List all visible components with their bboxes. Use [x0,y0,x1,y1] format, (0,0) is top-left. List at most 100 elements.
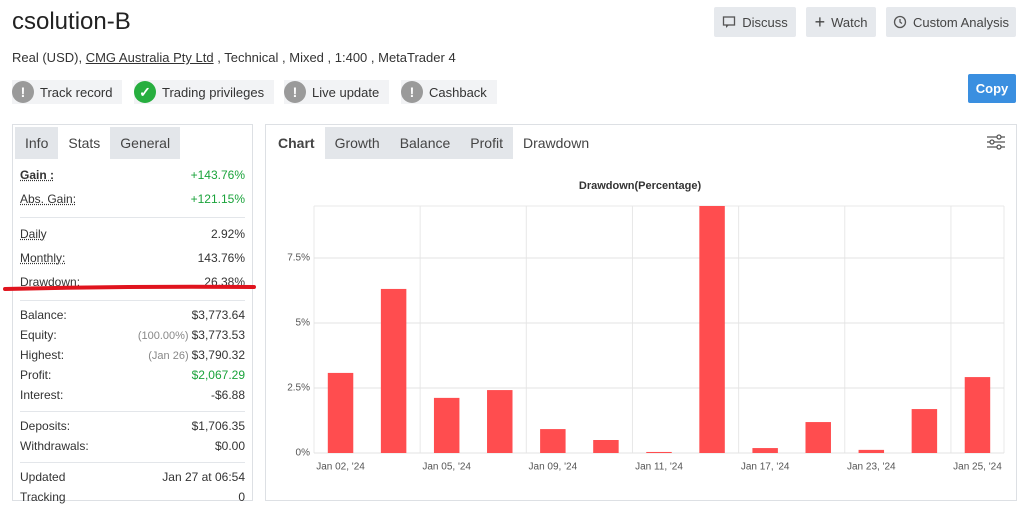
status-icon: ! [284,81,306,103]
stat-value: $0.00 [215,439,245,453]
account-title: csolution-B [12,8,131,35]
stats-group: Updated Jan 27 at 06:54 Tracking 0 [20,463,245,513]
stats-row: Updated Jan 27 at 06:54 [20,467,245,487]
stats-row: Abs. Gain: +121.15% [20,187,245,211]
x-tick-label: Jan 11, '24 [635,462,683,473]
stats-group: Balance: $3,773.64 Equity: (100.00%) $3,773.… [20,301,245,412]
icon: + [814,11,826,32]
custom-analysis-button[interactable]: Custom Analysis [886,7,1016,37]
stat-label: Highest: [20,348,65,362]
label: Discuss [742,14,788,30]
x-tick-label: Jan 02, '24 [316,462,365,473]
stats-row: Deposits: $1,706.35 [20,416,245,436]
stats-group: Deposits: $1,706.35 Withdrawals: $0.00 [20,412,245,463]
stat-value-text: +121.15% [190,192,245,206]
stat-label: Withdrawals: [20,439,89,453]
tab[interactable]: Profit [460,127,513,159]
info-text: Real (USD), [12,50,83,65]
stat-value: 2.92% [211,227,245,241]
stat-value: $2,067.29 [192,368,245,382]
status-icon: ✓ [134,81,156,103]
stat-note: (Jan 26) [148,350,189,362]
account-info: Real (USD), CMG Australia Pty Ltd , Tech… [12,50,456,65]
stat-value-text: 26.38% [204,275,245,289]
y-tick-label: 5% [296,318,311,329]
settings-icon[interactable] [986,133,1006,151]
y-tick-label: 2.5% [287,383,310,394]
bar [593,440,619,453]
label: Watch [831,14,868,30]
stat-value-text: $2,067.29 [191,368,245,382]
stat-value: -$6.88 [211,388,245,402]
stat-value-text: 0 [238,490,245,504]
badge: ! Cashback [401,80,497,104]
label: Custom Analysis [912,14,1010,30]
badge: ! Live update [284,80,390,104]
stat-label: Deposits: [20,419,71,433]
stat-value: 26.38% [204,275,245,289]
tab[interactable]: Drawdown [512,127,600,159]
stat-label: Equity: [20,328,57,342]
stat-value-text: $0.00 [214,439,245,453]
stats-row: Withdrawals: $0.00 [20,436,245,456]
status-icon: ! [12,81,34,103]
badge: ✓ Trading privileges [134,80,275,104]
tab[interactable]: Growth [324,127,390,159]
stats-row: Equity: (100.00%) $3,773.53 [20,325,245,345]
stat-label: Daily [20,227,47,241]
stats-row: Drawdown: 26.38% [20,270,245,294]
icon [893,15,907,29]
badge-label: Trading privileges [162,84,265,100]
stat-value-text: $3,773.53 [191,328,245,342]
status-icon: ! [401,81,423,103]
stats-row: Balance: $3,773.64 [20,305,245,325]
icon [723,16,736,28]
stat-value-text: 143.76% [197,251,245,265]
watch-button[interactable]: + Watch [806,7,876,37]
stat-value: +143.76% [191,168,245,182]
stat-value: +121.15% [191,192,245,206]
discuss-button[interactable]: Discuss [714,7,796,37]
bar [699,206,725,453]
stats-group: Gain : +143.76% Abs. Gain: +121.15% [20,159,245,218]
stat-value: $1,706.35 [192,419,245,433]
stat-value: Jan 27 at 06:54 [162,470,245,484]
stat-label: Drawdown: [20,275,81,289]
stats-row: Highest: (Jan 26) $3,790.32 [20,345,245,365]
stat-value-text: $3,790.32 [191,348,245,362]
y-tick-label: 0% [296,448,311,459]
tab[interactable]: Stats [58,127,111,159]
y-tick-label: 7.5% [287,253,310,264]
bar [380,288,407,453]
tab[interactable]: Info [15,127,59,159]
chart: Drawdown(Percentage) 0% 2.5% 5% 7.5% Jan 02,… [287,180,1005,473]
x-tick-label: Jan 05, '24 [422,462,471,473]
stat-note: (100.00%) [137,330,189,342]
stat-label: Gain : [20,168,55,182]
tab[interactable]: General [110,127,181,159]
stat-value-text: $1,706.35 [191,419,245,433]
broker-link[interactable]: CMG Australia Pty Ltd [85,50,214,65]
stat-value-text: $3,773.64 [191,308,245,322]
stat-value: (Jan 26) $3,790.32 [148,348,245,362]
x-tick-label: Jan 17, '24 [741,462,790,473]
chart-panel: Chart Growth Balance Profit Drawdown [265,124,1017,501]
stats-row: Daily 2.92% [20,222,245,246]
x-tick-label: Jan 09, '24 [529,462,578,473]
tab[interactable]: Chart [268,127,325,159]
stat-label: Monthly: [20,251,66,265]
stat-value-text: 2.92% [210,227,245,241]
bar [805,422,831,453]
tab[interactable]: Balance [389,127,461,159]
stat-value-text: -$6.88 [210,388,245,402]
badge-label: Cashback [429,84,487,100]
badge-label: Track record [40,84,113,100]
bar [964,377,991,453]
stat-label: Abs. Gain: [20,192,77,206]
copy-button[interactable]: Copy [968,74,1016,103]
bar [487,390,513,453]
bar [858,449,885,453]
chart-title: Drawdown(Percentage) [579,180,702,192]
bar [327,372,354,453]
stats-row: Gain : +143.76% [20,163,245,187]
